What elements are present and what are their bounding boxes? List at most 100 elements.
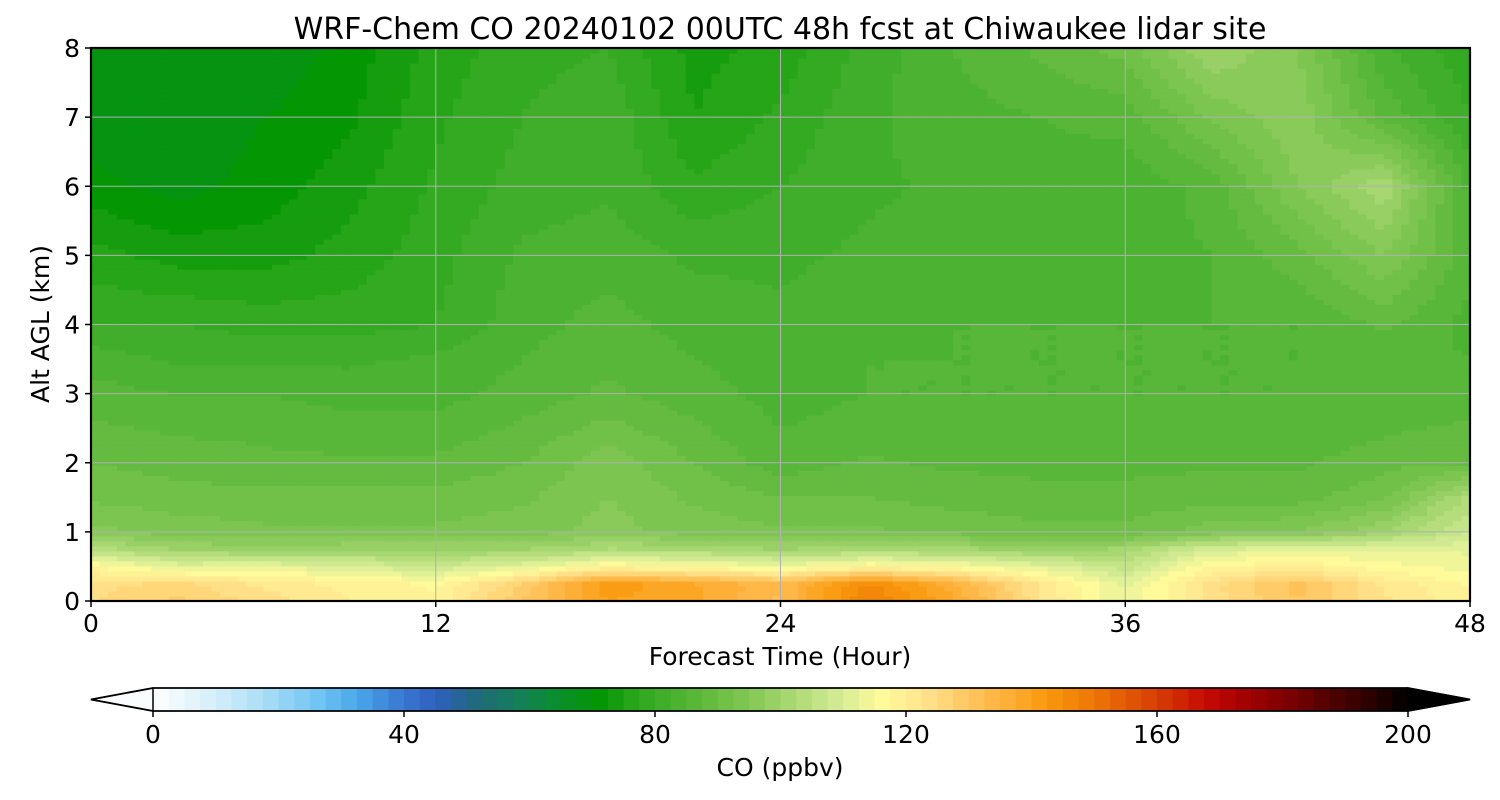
heatmap-cell <box>401 595 411 601</box>
heatmap-cell <box>1289 515 1299 522</box>
heatmap-cell <box>358 530 368 537</box>
heatmap-cell <box>1418 525 1428 532</box>
heatmap-cell <box>297 525 308 532</box>
heatmap-cell <box>366 510 377 517</box>
heatmap-cell <box>1340 515 1350 522</box>
heatmap-cell <box>1289 565 1299 572</box>
heatmap-cell <box>737 515 747 522</box>
heatmap-cell <box>1202 505 1213 512</box>
heatmap-cell <box>340 465 351 471</box>
heatmap-cell <box>1228 445 1238 451</box>
heatmap-cell <box>134 550 144 557</box>
heatmap-cell <box>1332 520 1342 527</box>
heatmap-cell <box>616 500 626 507</box>
heatmap-cell <box>1418 555 1428 562</box>
heatmap-cell <box>547 455 558 461</box>
heatmap-cell <box>746 560 756 567</box>
heatmap-cell <box>590 510 601 517</box>
heatmap-cell <box>409 560 420 567</box>
heatmap-cell <box>1332 490 1342 497</box>
heatmap-cell <box>271 580 282 587</box>
heatmap-cell <box>711 500 721 507</box>
heatmap-cell <box>1030 500 1040 507</box>
heatmap-cell <box>1099 485 1109 491</box>
heatmap-cell <box>720 550 730 557</box>
heatmap-cell <box>659 450 670 456</box>
heatmap-cell <box>763 565 773 572</box>
heatmap-cell <box>1375 540 1385 547</box>
heatmap-cell <box>573 520 583 527</box>
heatmap-cell <box>746 520 756 527</box>
heatmap-cell <box>142 545 152 552</box>
heatmap-cell <box>746 445 756 451</box>
heatmap-cell <box>590 450 601 456</box>
heatmap-cell <box>754 510 764 517</box>
heatmap-cell <box>108 550 118 557</box>
heatmap-cell <box>935 500 945 507</box>
heatmap-cell <box>392 510 402 517</box>
heatmap-cell <box>91 575 101 582</box>
heatmap-cell <box>1194 555 1204 562</box>
heatmap-cell <box>1047 490 1057 497</box>
heatmap-cell <box>125 545 135 552</box>
heatmap-cell <box>306 455 316 461</box>
heatmap-cell <box>1108 555 1118 562</box>
heatmap-cell <box>177 530 187 537</box>
heatmap-cell <box>763 585 773 592</box>
heatmap-cell <box>1409 465 1419 471</box>
heatmap-cell <box>1444 450 1454 456</box>
heatmap-cell <box>1418 565 1428 572</box>
heatmap-cell <box>246 455 256 461</box>
heatmap-cell <box>616 570 626 577</box>
heatmap-cell <box>590 565 601 572</box>
heatmap-cell <box>883 525 894 532</box>
heatmap-cell <box>1021 475 1032 481</box>
heatmap-cell <box>1116 565 1126 572</box>
heatmap-cell <box>134 445 144 451</box>
heatmap-cell <box>1254 515 1264 522</box>
heatmap-cell <box>1409 590 1419 597</box>
heatmap-cell <box>823 480 833 486</box>
heatmap-cell <box>246 515 256 522</box>
heatmap-cell <box>315 540 325 547</box>
heatmap-cell <box>1108 540 1118 547</box>
heatmap-cell <box>246 465 256 471</box>
heatmap-cell <box>1392 455 1402 461</box>
heatmap-cell <box>1401 465 1411 471</box>
heatmap-cell <box>1349 520 1359 527</box>
heatmap-cell <box>1176 565 1187 572</box>
heatmap-cell <box>1426 580 1437 587</box>
heatmap-cell <box>194 465 204 471</box>
heatmap-cell <box>625 545 635 552</box>
heatmap-cell <box>1306 500 1316 507</box>
heatmap-cell <box>789 495 799 502</box>
heatmap-cell <box>323 450 333 456</box>
heatmap-cell <box>849 445 859 451</box>
heatmap-cell <box>909 535 919 542</box>
heatmap-cell <box>590 505 601 512</box>
heatmap-cell <box>159 560 170 567</box>
heatmap-cell <box>401 490 411 497</box>
heatmap-cell <box>1306 540 1316 547</box>
heatmap-cell <box>711 570 721 577</box>
heatmap-cell <box>901 495 911 502</box>
heatmap-cell <box>1340 585 1350 592</box>
heatmap-cell <box>185 495 196 502</box>
heatmap-cell <box>944 590 954 597</box>
heatmap-cell <box>375 505 385 512</box>
heatmap-cell <box>1392 525 1402 532</box>
heatmap-cell <box>263 510 273 517</box>
heatmap-cell <box>944 580 954 587</box>
heatmap-cell <box>323 580 333 587</box>
heatmap-cell <box>435 575 445 582</box>
heatmap-cell <box>746 565 756 572</box>
heatmap-cell <box>375 490 385 497</box>
heatmap-cell <box>814 550 825 557</box>
heatmap-cell <box>401 515 411 522</box>
heatmap-cell <box>263 535 273 542</box>
heatmap-cell <box>1082 510 1092 517</box>
heatmap-cell <box>332 490 342 497</box>
heatmap-cell <box>297 505 308 512</box>
heatmap-cell <box>435 545 445 552</box>
heatmap-cell <box>1306 485 1316 491</box>
